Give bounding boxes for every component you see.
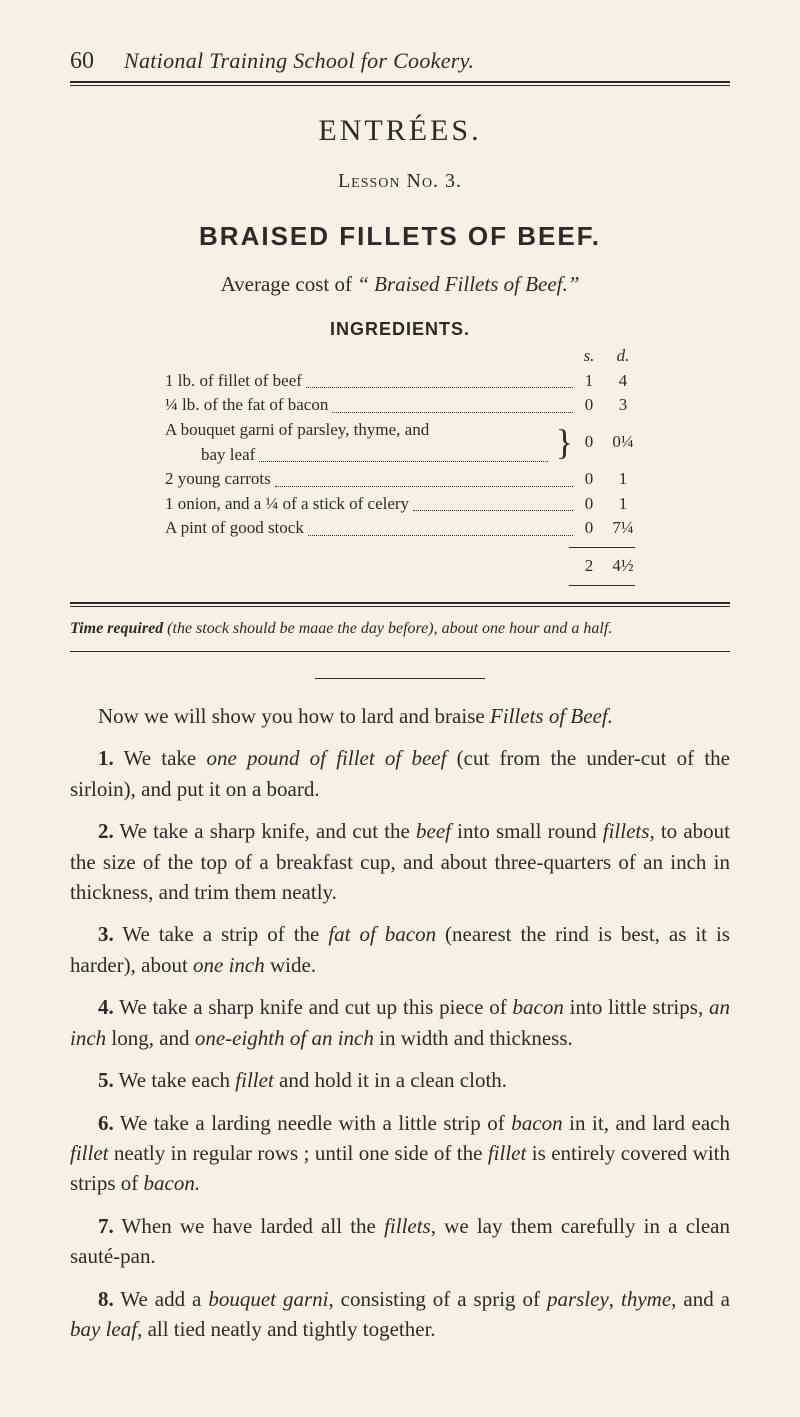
ingredients-header-row: s. d. (165, 344, 635, 369)
leader-dots (413, 498, 573, 512)
ingredient-row: 2 young carrots 0 1 (165, 467, 635, 492)
recipe-title: BRAISED FILLETS OF BEEF. (70, 221, 730, 252)
ingredient-shillings: 1 (577, 369, 601, 394)
step-paragraph: 6. We take a larding needle with a littl… (70, 1108, 730, 1199)
step-number: 4. (98, 995, 114, 1019)
total-shillings: 2 (577, 554, 601, 579)
ingredients-table: s. d. 1 lb. of fillet of beef 1 4 ¼ lb. … (165, 344, 635, 586)
ingredient-brace-row: A bouquet garni of parsley, thyme, and b… (165, 418, 635, 467)
ingredient-pence: 7¼ (611, 516, 635, 541)
ingredient-shillings: 0 (577, 393, 601, 418)
step-paragraph: 4. We take a sharp knife and cut up this… (70, 992, 730, 1053)
ingredient-name: 1 lb. of fillet of beef (165, 369, 302, 394)
ingredient-row: A pint of good stock 0 7¼ (165, 516, 635, 541)
ingredient-pence: 0¼ (611, 430, 635, 455)
total-pence: 4½ (611, 554, 635, 579)
ingredient-pence: 4 (611, 369, 635, 394)
leader-dots (332, 399, 573, 413)
ingredient-name: A pint of good stock (165, 516, 304, 541)
ingredients-subtotal-rule (569, 547, 635, 548)
step-paragraph: 2. We take a sharp knife, and cut the be… (70, 816, 730, 907)
page-number: 60 (70, 48, 94, 75)
step-number: 1. (98, 746, 114, 770)
ingredients-total-row: 2 4½ (165, 554, 635, 579)
brace-icon: } (552, 426, 577, 458)
leader-dots (259, 449, 547, 463)
brace-top-text: A bouquet garni of parsley, thyme, and (165, 418, 429, 443)
intro-a: Now we will show you how to lard and bra… (98, 704, 490, 728)
ingredient-row: 1 onion, and a ¼ of a stick of celery 0 … (165, 492, 635, 517)
running-header: 60 National Training School for Cookery. (70, 48, 730, 83)
ingredient-pence: 1 (611, 492, 635, 517)
ingredient-shillings: 0 (577, 430, 601, 455)
book-title: National Training School for Cookery. (124, 48, 474, 74)
time-required-label: Time required (70, 620, 163, 637)
section-title: ENTRÉES. (70, 114, 730, 148)
col-d: d. (611, 344, 635, 369)
step-number: 2. (98, 819, 114, 843)
leader-dots (308, 523, 573, 537)
ingredient-name: 1 onion, and a ¼ of a stick of celery (165, 492, 409, 517)
step-paragraph: 3. We take a strip of the fat of bacon (… (70, 919, 730, 980)
separator-rule (315, 678, 485, 679)
ingredient-pence: 1 (611, 467, 635, 492)
step-number: 6. (98, 1111, 114, 1135)
ingredients-total-rule (569, 585, 635, 586)
time-required-block: Time required (the stock should be maae … (70, 602, 730, 652)
step-number: 7. (98, 1214, 114, 1238)
ingredient-shillings: 0 (577, 467, 601, 492)
ingredient-row: ¼ lb. of the fat of bacon 0 3 (165, 393, 635, 418)
time-required-text: (the stock should be maae the day before… (163, 620, 612, 637)
intro-b: Fillets of Beef. (490, 704, 613, 728)
ingredient-row: 1 lb. of fillet of beef 1 4 (165, 369, 635, 394)
avg-quote: “ Braised Fillets of Beef.” (357, 272, 579, 296)
step-paragraph: 1. We take one pound of fillet of beef (… (70, 743, 730, 804)
step-number: 8. (98, 1287, 114, 1311)
ingredient-name: ¼ lb. of the fat of bacon (165, 393, 328, 418)
ingredient-shillings: 0 (577, 516, 601, 541)
ingredient-name: 2 young carrots (165, 467, 271, 492)
col-s: s. (577, 344, 601, 369)
step-number: 5. (98, 1068, 114, 1092)
lesson-line: Lesson No. 3. (70, 170, 730, 193)
ingredient-shillings: 0 (577, 492, 601, 517)
intro-paragraph: Now we will show you how to lard and bra… (70, 701, 730, 731)
step-paragraph: 7. When we have larded all the fillets, … (70, 1211, 730, 1272)
header-rule (70, 85, 730, 86)
avg-prefix: Average cost of (221, 272, 358, 296)
step-number: 3. (98, 922, 114, 946)
ingredient-pence: 3 (611, 393, 635, 418)
ingredients-heading: INGREDIENTS. (70, 319, 730, 340)
leader-dots (275, 473, 573, 487)
step-paragraph: 8. We add a bouquet garni, consisting of… (70, 1284, 730, 1345)
brace-bottom-text: bay leaf (201, 443, 255, 468)
step-paragraph: 5. We take each fillet and hold it in a … (70, 1065, 730, 1095)
leader-dots (306, 375, 573, 389)
average-cost-line: Average cost of “ Braised Fillets of Bee… (70, 272, 730, 297)
